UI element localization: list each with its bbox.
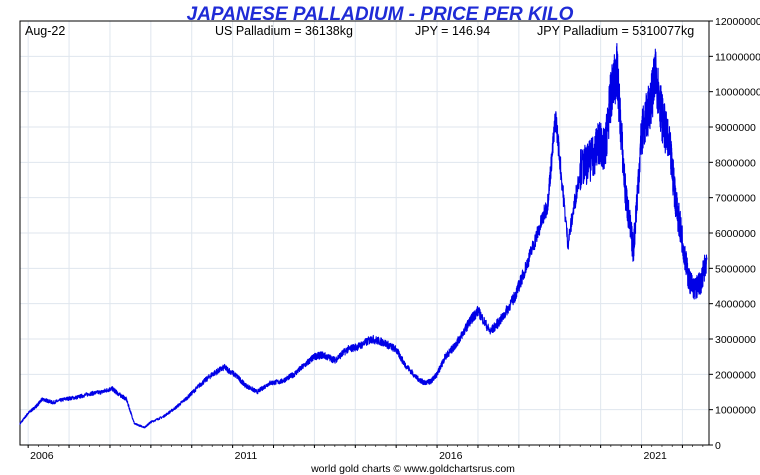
gridlines — [20, 21, 709, 445]
y-tick-label: 12000000 — [715, 16, 760, 28]
y-tick-label: 1000000 — [715, 405, 756, 417]
x-tick-label: 2016 — [439, 450, 463, 462]
y-tick-label: 10000000 — [715, 87, 760, 99]
x-tick-label: 2011 — [235, 450, 258, 462]
header-jpy-rate: JPY = 146.94 — [415, 24, 490, 38]
y-tick-label: 3000000 — [715, 334, 756, 346]
chart-title: JAPANESE PALLADIUM - PRICE PER KILO — [187, 4, 574, 25]
header-us-palladium: US Palladium = 36138kg — [215, 24, 353, 38]
y-tick-label: 11000000 — [715, 51, 760, 63]
y-axis-ticks: 0 1000000 2000000 3000000 4000000 5000000 6000… — [709, 16, 760, 452]
y-tick-label: 4000000 — [715, 299, 756, 311]
y-tick-label: 2000000 — [715, 369, 756, 381]
y-tick-label: 6000000 — [715, 228, 756, 240]
series-line — [19, 43, 708, 429]
y-tick-label: 9000000 — [715, 122, 756, 134]
y-tick-label: 0 — [715, 440, 721, 452]
header-jpy-palladium: JPY Palladium = 5310077kg — [537, 24, 694, 38]
x-tick-label: 2021 — [644, 450, 668, 462]
footer-credit: world gold charts © www.goldchartsrus.co… — [310, 463, 515, 475]
x-tick-label: 2006 — [30, 450, 54, 462]
y-tick-label: 8000000 — [715, 157, 756, 169]
x-axis-ticks: 2006 2011 2016 2021 — [27, 445, 704, 462]
y-tick-label: 5000000 — [715, 263, 756, 275]
y-tick-label: 7000000 — [715, 193, 756, 205]
header-date: Aug-22 — [25, 24, 65, 38]
